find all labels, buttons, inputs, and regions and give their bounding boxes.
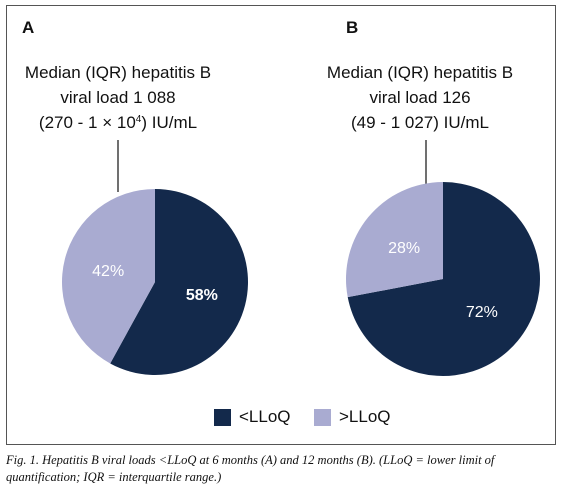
- pie-a-slice-0: [110, 189, 249, 375]
- legend-item-above-lloq: >LLoQ: [314, 407, 391, 427]
- panel-b-median-line1: Median (IQR) hepatitis B: [326, 63, 514, 82]
- panel-a-median-line2: viral load 1 088: [60, 88, 176, 107]
- legend-item-below-lloq: <LLoQ: [214, 407, 291, 427]
- legend-swatch-above-lloq: [314, 408, 331, 426]
- pie-b-slice-1-label: 28%: [388, 240, 420, 257]
- panel-a-median-line1: Median (IQR) hepatitis B: [24, 63, 212, 82]
- legend: <LLoQ >LLoQ: [0, 405, 563, 431]
- panel-a-median-text: Median (IQR) hepatitis B viral load 1 08…: [0, 60, 248, 135]
- legend-label-below-lloq: <LLoQ: [239, 407, 291, 426]
- legend-swatch-below-lloq: [214, 408, 231, 426]
- panel-a-median-line3-pre: (270 - 1 × 10: [38, 113, 136, 132]
- panel-b-median-text: Median (IQR) hepatitis B viral load 126 …: [290, 60, 550, 135]
- pie-b-slice-0: [347, 182, 541, 376]
- pie-b-slice-0-label: 72%: [466, 304, 498, 321]
- panel-b-label: B: [346, 18, 359, 37]
- pie-a-slice-1: [61, 188, 155, 364]
- pie-chart-b: 72% 28%: [346, 182, 541, 376]
- figure-caption: Fig. 1. Hepatitis B viral loads <LLoQ at…: [6, 453, 495, 484]
- pie-a-slice-0-label: 58%: [186, 287, 218, 304]
- panel-b-median-line3: (49 - 1 027) IU/mL: [290, 110, 550, 135]
- pie-b-slice-1: [346, 182, 443, 298]
- panel-a-median-line3: (270 - 1 × 104) IU/mL: [0, 110, 248, 135]
- panel-b-median-line3-pre: (49 - 1 027) IU/mL: [351, 113, 489, 132]
- panel-a-label: A: [22, 18, 35, 37]
- panel-b-median-line2: viral load 126: [369, 88, 471, 107]
- pie-chart-a: 58% 42%: [61, 188, 249, 375]
- pie-a-slice-1-label: 42%: [92, 263, 124, 280]
- panel-a-median-line3-sup: 4: [135, 114, 142, 125]
- panel-a-median-line3-post: ) IU/mL: [141, 113, 198, 132]
- legend-label-above-lloq: >LLoQ: [339, 407, 391, 426]
